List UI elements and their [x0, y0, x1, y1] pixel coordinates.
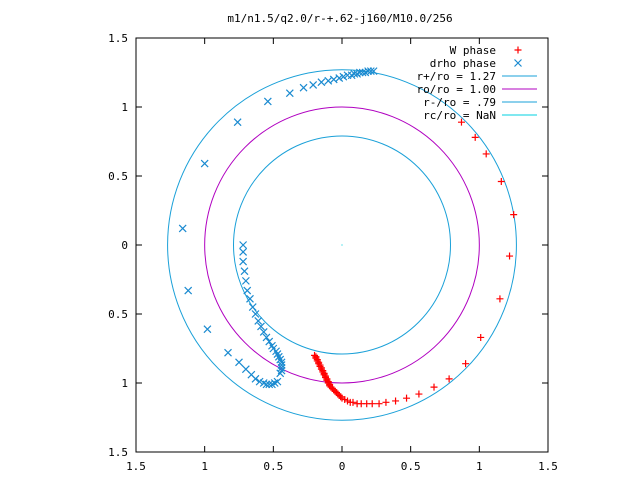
drho-phase-point [299, 83, 308, 92]
legend-label: drho phase [430, 57, 496, 70]
w-phase-point [482, 150, 490, 158]
x-tick-label: 1 [476, 460, 483, 473]
legend-swatch-cross [514, 59, 522, 67]
y-tick-label: 1.5 [108, 32, 128, 45]
legend-label: ro/ro = 1.00 [417, 83, 496, 96]
drho-phase-point [184, 286, 193, 295]
drho-phase-point [248, 303, 257, 312]
circle-radius-0_79 [233, 135, 451, 355]
drho-phase-point [369, 67, 378, 76]
w-phase-point [497, 178, 505, 186]
x-tick-label: 1.5 [538, 460, 558, 473]
y-tick-label: 0 [121, 239, 128, 252]
w-phase-point [496, 295, 504, 303]
drho-phase-point [240, 267, 249, 276]
legend-label: r+/ro = 1.27 [417, 70, 496, 83]
w-phase-point [457, 118, 465, 126]
legend-swatch-plus [514, 46, 522, 54]
w-phase-point [510, 211, 518, 219]
drho-phase-point [366, 67, 375, 76]
x-tick-label: 1.5 [126, 460, 146, 473]
drho-phase-point [178, 224, 187, 233]
reference-circles [167, 69, 517, 421]
y-tick-label: 0.5 [108, 170, 128, 183]
axis-ticks: 1.5 1 0.5 0 0.5 1 1.51.510.500.511.5 [108, 32, 558, 473]
chart-title: m1/n1.5/q2.0/r-+.62-j160/M10.0/256 [227, 12, 452, 25]
w-phase-point [375, 400, 383, 408]
circle-radius-1_27 [167, 69, 517, 421]
drho-phase-point [233, 118, 242, 127]
w-phase-point [506, 252, 514, 260]
y-tick-label: 1 [121, 377, 128, 390]
x-tick-label: 0.5 [263, 460, 283, 473]
drho-phase-point [268, 341, 276, 350]
drho-phase-point [200, 159, 209, 168]
circle-rc-center [341, 244, 343, 246]
w-phase-point [382, 398, 390, 406]
drho-phase-point [243, 286, 252, 295]
w-phase-point [445, 375, 453, 383]
drho-phase-point [239, 241, 248, 249]
x-tick-label: 0 [339, 460, 346, 473]
legend-label: rc/ro = NaN [423, 109, 496, 122]
drho-phase-point [246, 294, 254, 303]
w-phase-point [477, 333, 485, 341]
drho-phase-point [277, 366, 286, 375]
drho-phase-point [254, 316, 263, 325]
y-tick-label: 1 [121, 101, 128, 114]
series-W-phase [311, 118, 518, 408]
data-series [178, 67, 518, 408]
w-phase-point [337, 393, 345, 401]
w-phase-point [471, 133, 479, 141]
drho-phase-point [241, 276, 250, 285]
drho-phase-point [309, 80, 318, 89]
drho-phase-point [257, 322, 265, 331]
circle-radius-1 [204, 106, 480, 384]
drho-phase-point [241, 365, 250, 374]
drho-phase-point [239, 257, 248, 266]
w-phase-point [430, 383, 438, 391]
w-phase-point [415, 390, 423, 398]
drho-phase-point [285, 89, 294, 98]
w-phase-point [392, 397, 400, 405]
drho-phase-point [262, 333, 271, 342]
x-tick-label: 0.5 [401, 460, 421, 473]
drho-phase-point [239, 247, 248, 256]
w-phase-point [462, 360, 470, 368]
drho-phase-point [259, 328, 268, 336]
w-phase-point [403, 394, 411, 402]
drho-phase-point [251, 310, 260, 318]
drho-phase-point [263, 97, 272, 106]
legend-label: W phase [450, 44, 496, 57]
drho-phase-point [203, 325, 212, 334]
y-tick-label: 1.5 [108, 446, 128, 459]
drho-phase-point [265, 337, 274, 346]
legend-label: r-/ro = .79 [423, 96, 496, 109]
x-tick-label: 1 [201, 460, 208, 473]
y-tick-label: 0.5 [108, 308, 128, 321]
drho-phase-point [255, 377, 264, 386]
drho-phase-point [224, 348, 232, 357]
w-phase-point [349, 398, 357, 406]
drho-phase-point [317, 78, 326, 87]
w-phase-point [368, 400, 376, 408]
drho-phase-point [277, 363, 286, 372]
series-drho-phase [178, 67, 378, 389]
drho-phase-point [235, 358, 243, 367]
